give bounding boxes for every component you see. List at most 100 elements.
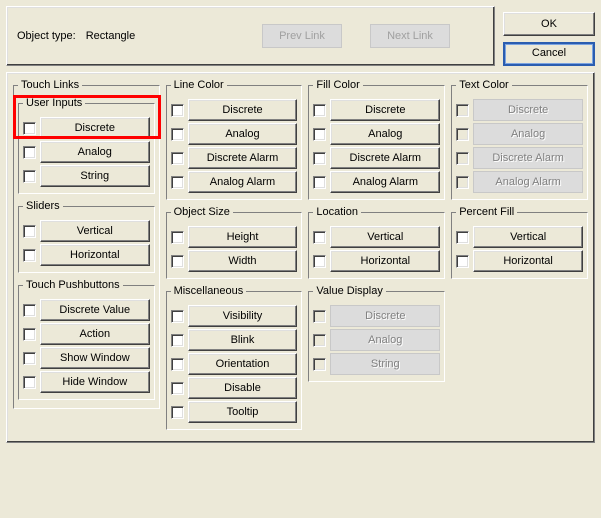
text-color-discrete-alarm-button: Discrete Alarm (473, 147, 583, 169)
location-vertical-checkbox[interactable] (313, 231, 326, 244)
text-color-analog-checkbox (456, 128, 469, 141)
sliders-vertical-button[interactable]: Vertical (40, 220, 150, 242)
fill-color-group: Fill Color Discrete Analog Discrete Alar… (308, 79, 445, 200)
line-color-discrete-checkbox[interactable] (171, 104, 184, 117)
next-link-button[interactable]: Next Link (370, 24, 450, 48)
sliders-horizontal-checkbox[interactable] (23, 249, 36, 262)
object-type-label: Object type: (17, 30, 76, 42)
value-display-analog-checkbox (313, 334, 326, 347)
pushbutton-action-button[interactable]: Action (40, 323, 150, 345)
fill-color-analog-alarm-button[interactable]: Analog Alarm (330, 171, 440, 193)
line-color-analog-button[interactable]: Analog (188, 123, 298, 145)
user-inputs-analog-checkbox[interactable] (23, 146, 36, 159)
fill-color-discrete-button[interactable]: Discrete (330, 99, 440, 121)
user-inputs-discrete-checkbox[interactable] (23, 122, 36, 135)
fill-color-analog-checkbox[interactable] (313, 128, 326, 141)
misc-visibility-checkbox[interactable] (171, 310, 184, 323)
user-inputs-discrete-button[interactable]: Discrete (40, 117, 150, 139)
ok-button[interactable]: OK (503, 12, 595, 36)
line-color-group: Line Color Discrete Analog Discrete Alar… (166, 79, 303, 200)
percent-fill-vertical-button[interactable]: Vertical (473, 226, 583, 248)
misc-tooltip-checkbox[interactable] (171, 406, 184, 419)
object-size-height-button[interactable]: Height (188, 226, 298, 248)
fill-color-discrete-alarm-checkbox[interactable] (313, 152, 326, 165)
user-inputs-string-button[interactable]: String (40, 165, 150, 187)
line-color-analog-alarm-button[interactable]: Analog Alarm (188, 171, 298, 193)
misc-orientation-checkbox[interactable] (171, 358, 184, 371)
object-size-width-checkbox[interactable] (171, 255, 184, 268)
location-horizontal-checkbox[interactable] (313, 255, 326, 268)
value-display-analog-button: Analog (330, 329, 440, 351)
sliders-horizontal-button[interactable]: Horizontal (40, 244, 150, 266)
pushbutton-discrete-value-checkbox[interactable] (23, 304, 36, 317)
touch-links-group: Touch Links User Inputs Discrete Analog … (13, 79, 160, 409)
value-display-legend: Value Display (313, 285, 385, 297)
header-panel: Object type: Rectangle Prev Link Next Li… (6, 6, 495, 66)
value-display-group: Value Display Discrete Analog String (308, 285, 445, 382)
object-size-width-button[interactable]: Width (188, 250, 298, 272)
touch-pushbuttons-legend: Touch Pushbuttons (23, 279, 123, 291)
line-color-discrete-button[interactable]: Discrete (188, 99, 298, 121)
fill-color-analog-button[interactable]: Analog (330, 123, 440, 145)
pushbutton-hide-window-button[interactable]: Hide Window (40, 371, 150, 393)
object-type-value: Rectangle (86, 30, 136, 42)
miscellaneous-group: Miscellaneous Visibility Blink Orientati… (166, 285, 303, 430)
user-inputs-group: User Inputs Discrete Analog String (18, 97, 155, 194)
line-color-discrete-alarm-checkbox[interactable] (171, 152, 184, 165)
location-group: Location Vertical Horizontal (308, 206, 445, 279)
misc-orientation-button[interactable]: Orientation (188, 353, 298, 375)
text-color-discrete-button: Discrete (473, 99, 583, 121)
sliders-vertical-checkbox[interactable] (23, 225, 36, 238)
pushbutton-hide-window-checkbox[interactable] (23, 376, 36, 389)
user-inputs-discrete-row: Discrete (23, 117, 150, 139)
pushbutton-discrete-value-button[interactable]: Discrete Value (40, 299, 150, 321)
text-color-discrete-checkbox (456, 104, 469, 117)
sliders-legend: Sliders (23, 200, 63, 212)
links-panel: Touch Links User Inputs Discrete Analog … (6, 72, 595, 443)
percent-fill-vertical-checkbox[interactable] (456, 231, 469, 244)
text-color-legend: Text Color (456, 79, 512, 91)
text-color-analog-alarm-checkbox (456, 176, 469, 189)
line-color-legend: Line Color (171, 79, 227, 91)
sliders-group: Sliders Vertical Horizontal (18, 200, 155, 273)
percent-fill-horizontal-checkbox[interactable] (456, 255, 469, 268)
percent-fill-horizontal-button[interactable]: Horizontal (473, 250, 583, 272)
pushbutton-show-window-button[interactable]: Show Window (40, 347, 150, 369)
fill-color-discrete-alarm-button[interactable]: Discrete Alarm (330, 147, 440, 169)
percent-fill-legend: Percent Fill (456, 206, 517, 218)
value-display-string-button: String (330, 353, 440, 375)
miscellaneous-legend: Miscellaneous (171, 285, 247, 297)
value-display-discrete-button: Discrete (330, 305, 440, 327)
text-color-discrete-alarm-checkbox (456, 152, 469, 165)
misc-disable-button[interactable]: Disable (188, 377, 298, 399)
misc-blink-checkbox[interactable] (171, 334, 184, 347)
prev-link-button[interactable]: Prev Link (262, 24, 342, 48)
line-color-analog-checkbox[interactable] (171, 128, 184, 141)
value-display-string-checkbox (313, 358, 326, 371)
location-vertical-button[interactable]: Vertical (330, 226, 440, 248)
value-display-discrete-checkbox (313, 310, 326, 323)
pushbutton-show-window-checkbox[interactable] (23, 352, 36, 365)
text-color-group: Text Color Discrete Analog Discrete Alar… (451, 79, 588, 200)
misc-visibility-button[interactable]: Visibility (188, 305, 298, 327)
object-size-height-checkbox[interactable] (171, 231, 184, 244)
fill-color-discrete-checkbox[interactable] (313, 104, 326, 117)
misc-blink-button[interactable]: Blink (188, 329, 298, 351)
object-size-legend: Object Size (171, 206, 233, 218)
misc-tooltip-button[interactable]: Tooltip (188, 401, 298, 423)
user-inputs-analog-button[interactable]: Analog (40, 141, 150, 163)
pushbutton-action-checkbox[interactable] (23, 328, 36, 341)
fill-color-analog-alarm-checkbox[interactable] (313, 176, 326, 189)
user-inputs-string-checkbox[interactable] (23, 170, 36, 183)
misc-disable-checkbox[interactable] (171, 382, 184, 395)
percent-fill-group: Percent Fill Vertical Horizontal (451, 206, 588, 279)
text-color-analog-alarm-button: Analog Alarm (473, 171, 583, 193)
touch-links-legend: Touch Links (18, 79, 82, 91)
fill-color-legend: Fill Color (313, 79, 362, 91)
line-color-discrete-alarm-button[interactable]: Discrete Alarm (188, 147, 298, 169)
text-color-analog-button: Analog (473, 123, 583, 145)
line-color-analog-alarm-checkbox[interactable] (171, 176, 184, 189)
cancel-button[interactable]: Cancel (503, 42, 595, 66)
location-horizontal-button[interactable]: Horizontal (330, 250, 440, 272)
object-size-group: Object Size Height Width (166, 206, 303, 279)
